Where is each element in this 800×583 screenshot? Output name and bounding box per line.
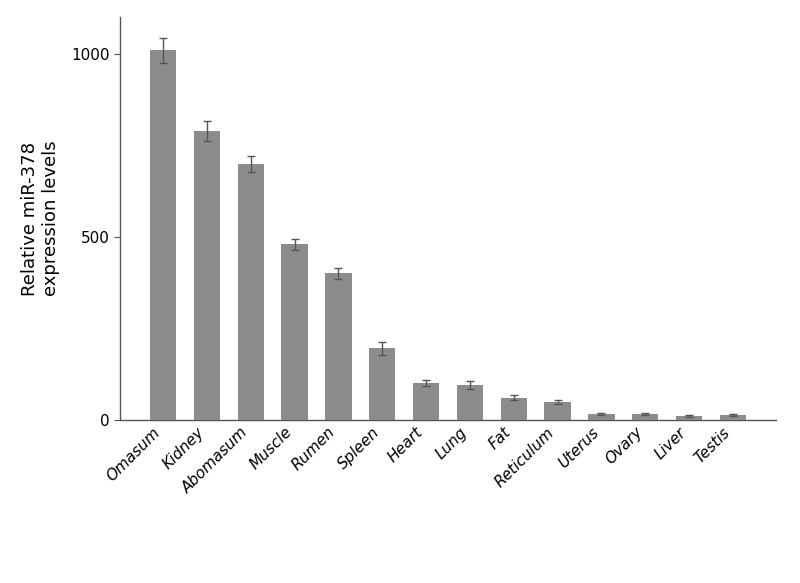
Bar [676,416,702,420]
Bar [150,50,176,420]
Bar [194,131,220,420]
Bar [588,414,614,420]
Bar [720,415,746,420]
Bar [413,383,439,420]
Bar [545,402,570,420]
Bar [632,414,658,420]
Y-axis label: Relative miR-378
expression levels: Relative miR-378 expression levels [21,141,60,296]
Bar [369,349,395,420]
Bar [282,244,308,420]
Bar [238,164,264,420]
Bar [326,273,351,420]
Bar [457,385,483,420]
Bar [501,398,527,420]
